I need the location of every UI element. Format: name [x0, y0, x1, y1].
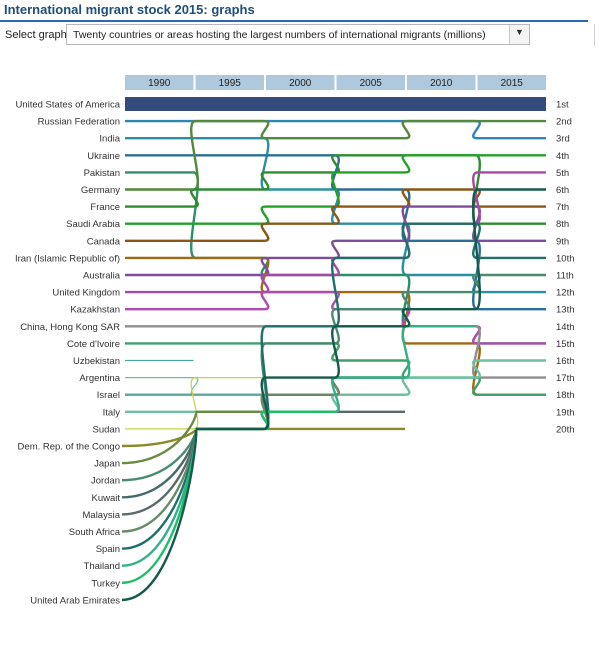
country-label: India: [99, 134, 120, 145]
country-label: Kazakhstan: [70, 305, 120, 316]
country-label: Turkey: [91, 578, 120, 589]
rank-label: 3rd: [556, 134, 570, 145]
country-label: China, Hong Kong SAR: [20, 322, 120, 333]
select-graph-label: Select graph:: [5, 29, 70, 41]
page-title: International migrant stock 2015: graphs: [4, 2, 255, 17]
country-label: Iran (Islamic Republic of): [15, 253, 120, 264]
series-line: [121, 410, 335, 584]
rank-label: 19th: [556, 407, 575, 418]
series-line: [121, 410, 405, 516]
country-label: Israel: [97, 390, 120, 401]
series-line: [125, 154, 546, 225]
country-label: Jordan: [91, 476, 120, 487]
rank-label: 5th: [556, 168, 569, 179]
year-header-cell: [125, 75, 194, 90]
country-label: Germany: [81, 185, 120, 196]
rank-label: 17th: [556, 373, 575, 384]
country-label: Australia: [83, 271, 121, 282]
year-header-cell: [477, 75, 546, 90]
country-label: Pakistan: [84, 168, 120, 179]
year-header-cell: [195, 75, 264, 90]
country-label: Spain: [96, 544, 120, 555]
rank-label: 8th: [556, 219, 569, 230]
rank-label: 13th: [556, 305, 575, 316]
country-label: Uzbekistan: [73, 356, 120, 367]
country-label: Italy: [103, 407, 121, 418]
series-lines: [121, 96, 546, 602]
country-label: South Africa: [69, 527, 121, 538]
country-label: Malaysia: [83, 510, 121, 521]
country-label: Sudan: [93, 424, 120, 435]
rank-label: 2nd: [556, 117, 572, 128]
series-line: [125, 377, 264, 396]
series-line: [125, 290, 546, 345]
country-label: Canada: [87, 236, 121, 247]
rank-label: 20th: [556, 424, 575, 435]
rank-label: 1st: [556, 100, 569, 111]
country-label: Thailand: [84, 561, 120, 572]
rank-label: 10th: [556, 253, 575, 264]
year-header-label: 2015: [501, 78, 524, 89]
rank-label: 16th: [556, 356, 575, 367]
rank-label: 6th: [556, 185, 569, 196]
rank-label: 14th: [556, 322, 575, 333]
country-label: United Kingdom: [52, 288, 120, 299]
rank-label: 7th: [556, 202, 569, 213]
series-line: [125, 359, 546, 414]
bump-chart: 1990 1995 2000 2005 2010 2015 United States of…: [15, 75, 575, 607]
chevron-down-icon: ▼: [515, 27, 524, 37]
year-header-label: 1990: [148, 78, 171, 89]
series-line: [125, 119, 546, 140]
country-label: Japan: [94, 459, 120, 470]
series-line: [125, 377, 264, 430]
country-label: United Arab Emirates: [30, 595, 120, 606]
selected-graph-value: Twenty countries or areas hosting the la…: [73, 29, 486, 41]
country-label: Dem. Rep. of the Congo: [18, 442, 120, 453]
year-header-label: 2000: [289, 78, 312, 89]
scroll-edge: [594, 24, 595, 46]
year-header-label: 1995: [219, 78, 242, 89]
country-label: United States of America: [15, 100, 120, 111]
rank-label: 9th: [556, 236, 569, 247]
year-header-cell: [266, 75, 335, 90]
rank-label: 15th: [556, 339, 575, 350]
year-header-label: 2010: [430, 78, 453, 89]
country-label: France: [90, 202, 120, 213]
series-line: [125, 119, 546, 191]
country-label: Kuwait: [91, 493, 120, 504]
rank-label: 4th: [556, 151, 569, 162]
year-header-cell: [407, 75, 476, 90]
graph-select-dropdown[interactable]: Twenty countries or areas hosting the la…: [66, 24, 530, 45]
rank-label: 12th: [556, 288, 575, 299]
dropdown-button[interactable]: ▼: [509, 25, 529, 44]
rank-label: 18th: [556, 390, 575, 401]
year-header-label: 2005: [360, 78, 383, 89]
series-line: [121, 188, 546, 602]
country-label: Saudi Arabia: [66, 219, 121, 230]
series-line: [125, 188, 546, 243]
country-labels: United States of America Russian Federati…: [15, 100, 121, 607]
rank-label: 11th: [556, 271, 574, 282]
country-label: Cote d'Ivoire: [67, 339, 120, 350]
country-label: Russian Federation: [38, 117, 120, 128]
country-label: Ukraine: [87, 151, 120, 162]
series-line: [121, 427, 405, 448]
series-line: [125, 154, 546, 225]
year-header-cell: [336, 75, 405, 90]
title-divider: [0, 20, 588, 22]
country-label: Argentina: [79, 373, 120, 384]
